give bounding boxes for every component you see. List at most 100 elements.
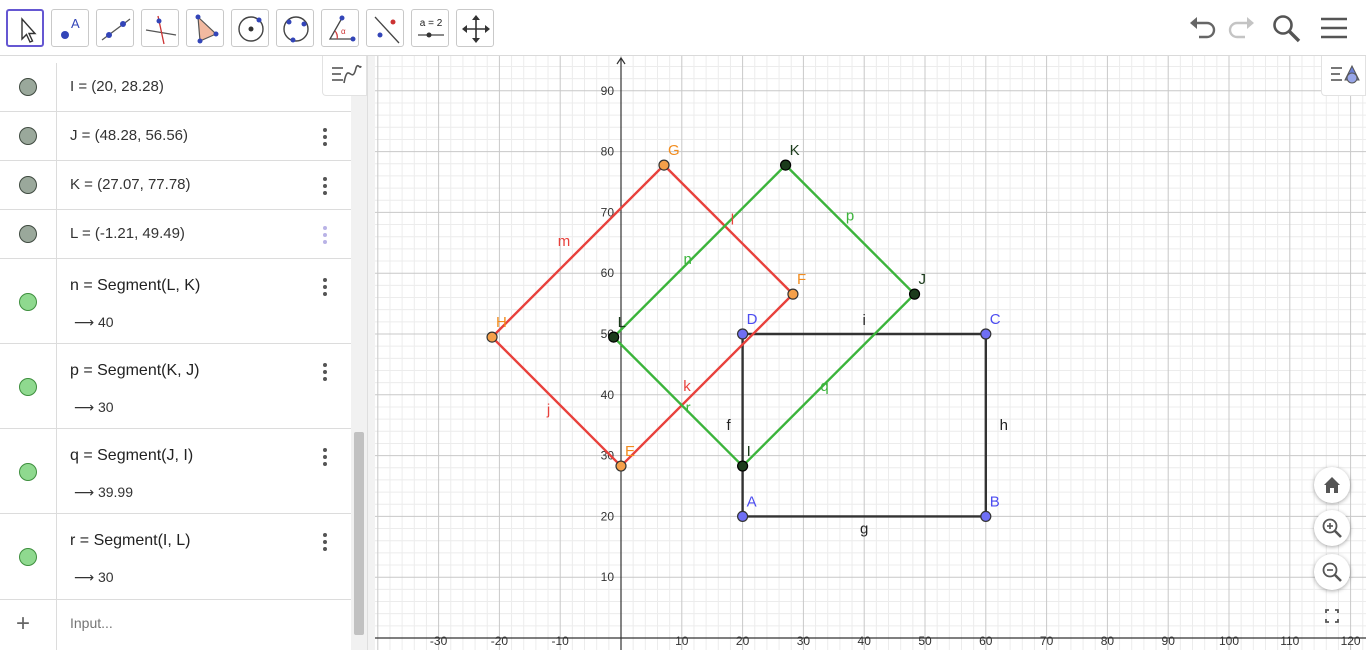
- more-options-icon[interactable]: [318, 532, 332, 552]
- point-E[interactable]: [615, 460, 627, 472]
- point-H[interactable]: [486, 331, 498, 343]
- visibility-toggle-p[interactable]: [19, 378, 37, 396]
- point-G[interactable]: [658, 159, 670, 171]
- visibility-toggle-K[interactable]: [19, 176, 37, 194]
- point-B[interactable]: [980, 510, 992, 522]
- angle-tool-button[interactable]: α: [321, 9, 359, 47]
- algebra-style-bar-button[interactable]: [322, 56, 367, 96]
- point-L[interactable]: [608, 331, 620, 343]
- segment-j[interactable]: [491, 336, 622, 467]
- polygon-tool-button[interactable]: [186, 9, 224, 47]
- visibility-toggle-I[interactable]: [19, 78, 37, 96]
- undo-icon[interactable]: [1186, 12, 1220, 46]
- line-tool-button[interactable]: [96, 9, 134, 47]
- visibility-toggle-L[interactable]: [19, 225, 37, 243]
- segment-p[interactable]: [784, 164, 916, 295]
- y-tick-label: 80: [601, 145, 615, 159]
- visibility-toggle-q[interactable]: [19, 463, 37, 481]
- plus-icon[interactable]: +: [16, 610, 31, 637]
- point-A[interactable]: [737, 510, 749, 522]
- point-J[interactable]: [908, 288, 921, 300]
- slider-tool-button[interactable]: a = 2: [411, 9, 449, 47]
- segment-label-m: m: [558, 233, 571, 250]
- point-label-E: E: [625, 443, 635, 460]
- algebra-row-q[interactable]: q = Segment(J, I) ⟶ 39.99: [0, 429, 351, 514]
- definition-q[interactable]: q = Segment(J, I): [70, 447, 194, 464]
- segment-l[interactable]: [663, 164, 794, 295]
- algebra-row-I[interactable]: I = (20, 28.28): [0, 63, 351, 112]
- segment-label-f: f: [727, 417, 732, 434]
- segment-label-l: l: [731, 212, 734, 229]
- algebra-scrollbar-thumb[interactable]: [354, 432, 364, 635]
- move-graphics-tool-button[interactable]: [456, 9, 494, 47]
- panel-divider[interactable]: [367, 56, 375, 650]
- algebra-row-L[interactable]: L = (-1.21, 49.49): [0, 210, 351, 259]
- arrow-icon: ⟶: [74, 569, 95, 585]
- points: [486, 159, 992, 522]
- graphics-view[interactable]: -30 -20 -10 10 20 30 40 50 60 70 80 90 100 110 120 10 20…: [375, 56, 1366, 650]
- algebra-input[interactable]: [68, 614, 332, 632]
- point-F[interactable]: [787, 288, 799, 300]
- more-options-icon[interactable]: [318, 176, 332, 196]
- definition-K[interactable]: K = (27.07, 77.78): [70, 176, 191, 193]
- visibility-toggle-J[interactable]: [19, 127, 37, 145]
- segment-k[interactable]: [620, 293, 794, 467]
- more-options-icon[interactable]: [318, 362, 332, 382]
- algebra-row-n[interactable]: n = Segment(L, K) ⟶ 40: [0, 259, 351, 344]
- point-D[interactable]: [737, 328, 749, 340]
- row-marker: [0, 210, 57, 258]
- home-button[interactable]: [1314, 467, 1350, 503]
- visibility-toggle-r[interactable]: [19, 548, 37, 566]
- redo-icon[interactable]: [1224, 12, 1258, 46]
- algebra-row-K[interactable]: K = (27.07, 77.78): [0, 161, 351, 210]
- y-tick-label: 70: [601, 205, 615, 219]
- x-tick-label: 60: [979, 634, 993, 648]
- y-tick-label: 10: [601, 570, 615, 584]
- algebra-row-J[interactable]: J = (48.28, 56.56): [0, 112, 351, 161]
- move-tool-button[interactable]: [6, 9, 44, 47]
- graphics-canvas[interactable]: -30 -20 -10 10 20 30 40 50 60 70 80 90 100 110 120 10 20…: [375, 56, 1366, 650]
- x-tick-label: 120: [1341, 634, 1361, 648]
- definition-n[interactable]: n = Segment(L, K): [70, 277, 201, 294]
- segment-m[interactable]: [491, 164, 665, 338]
- polygon-icon: [195, 14, 219, 44]
- segment-q[interactable]: [741, 293, 916, 467]
- point-label-G: G: [668, 142, 680, 159]
- definition-J[interactable]: J = (48.28, 56.56): [70, 127, 188, 144]
- more-options-icon[interactable]: [318, 225, 332, 245]
- menu-icon[interactable]: [1317, 12, 1351, 46]
- segment-n[interactable]: [612, 164, 787, 338]
- visibility-toggle-n[interactable]: [19, 293, 37, 311]
- algebra-input-row[interactable]: +: [0, 600, 351, 650]
- graphics-style-bar-button[interactable]: [1321, 56, 1366, 96]
- reflect-line-tool-button[interactable]: [366, 9, 404, 47]
- point-tool-button[interactable]: A: [51, 9, 89, 47]
- zoom-out-button[interactable]: [1314, 554, 1350, 590]
- definition-L[interactable]: L = (-1.21, 49.49): [70, 225, 185, 242]
- point-K[interactable]: [779, 159, 792, 171]
- point-icon: A: [61, 16, 80, 39]
- fullscreen-button[interactable]: [1314, 598, 1350, 634]
- value-p: ⟶ 30: [74, 399, 114, 416]
- definition-I[interactable]: I = (20, 28.28): [70, 78, 164, 95]
- algebra-row-r[interactable]: r = Segment(I, L) ⟶ 30: [0, 514, 351, 600]
- more-options-icon[interactable]: [318, 277, 332, 297]
- point-C[interactable]: [980, 328, 992, 340]
- zoom-in-button[interactable]: [1314, 510, 1350, 546]
- slider-tool-label: a = 2: [420, 18, 443, 29]
- more-options-icon[interactable]: [318, 127, 332, 147]
- perpendicular-line-tool-button[interactable]: [141, 9, 179, 47]
- segment-r[interactable]: [612, 336, 744, 467]
- search-icon[interactable]: [1270, 12, 1304, 46]
- x-tick-label: -10: [552, 634, 570, 648]
- circle-center-tool-button[interactable]: [231, 9, 269, 47]
- definition-p[interactable]: p = Segment(K, J): [70, 362, 200, 379]
- more-options-icon[interactable]: [318, 447, 332, 467]
- segment-label-p: p: [846, 208, 854, 225]
- definition-r[interactable]: r = Segment(I, L): [70, 532, 191, 549]
- row-marker: [0, 344, 57, 428]
- point-label-D: D: [747, 311, 758, 328]
- point-I[interactable]: [737, 460, 749, 472]
- circle-three-points-tool-button[interactable]: [276, 9, 314, 47]
- algebra-row-p[interactable]: p = Segment(K, J) ⟶ 30: [0, 344, 351, 429]
